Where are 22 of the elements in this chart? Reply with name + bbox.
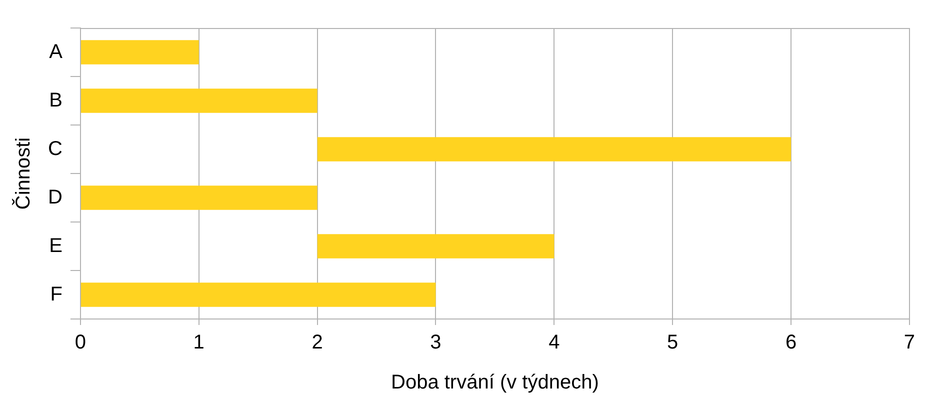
x-tick-label: 1	[193, 332, 204, 354]
x-tick-label: 6	[785, 332, 797, 354]
y-tick-label: D	[48, 186, 62, 208]
y-tick-label: F	[50, 283, 62, 306]
y-tick-label: A	[49, 40, 64, 63]
bar	[317, 137, 792, 162]
x-tick-label: 7	[904, 332, 915, 354]
bar	[80, 88, 318, 113]
y-tick-label: E	[49, 234, 62, 257]
bar	[317, 234, 554, 258]
x-tick-label: 0	[74, 332, 86, 354]
x-tick-label: 5	[667, 332, 678, 354]
x-tick-label: 3	[430, 332, 442, 354]
bar	[80, 282, 436, 307]
y-axis-title: Činnosti	[12, 137, 35, 210]
x-axis-title: Doba trvání (v týdnech)	[391, 372, 599, 394]
y-tick-label: B	[49, 89, 62, 112]
x-tick-label: 4	[548, 332, 560, 354]
bar	[80, 186, 318, 210]
y-tick-label: C	[48, 138, 62, 160]
bar	[80, 40, 199, 64]
x-tick-label: 2	[312, 332, 323, 354]
